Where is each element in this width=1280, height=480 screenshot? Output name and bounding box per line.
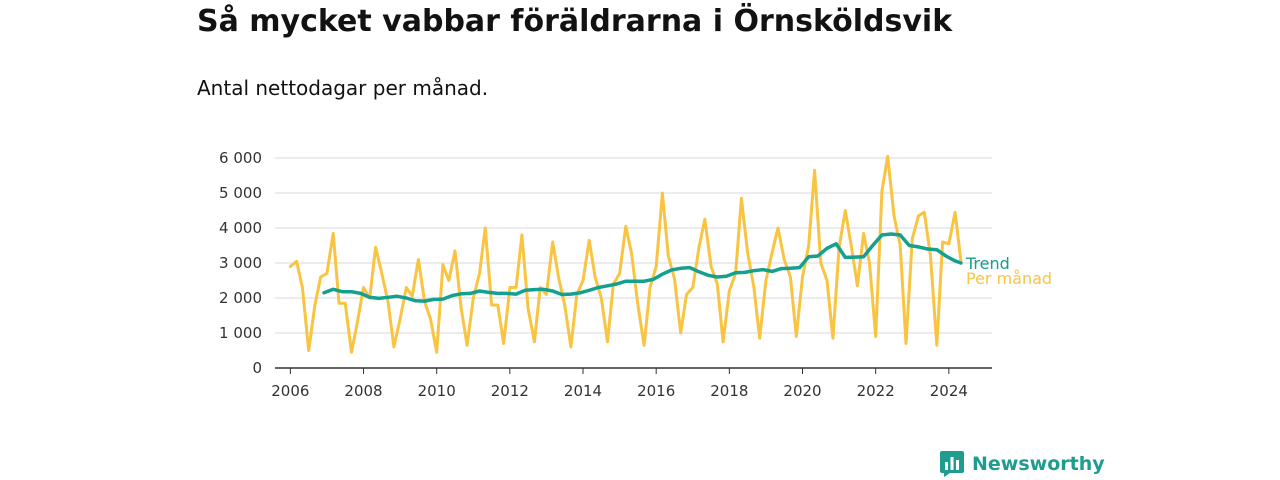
y-tick-label: 2 000 (219, 289, 262, 307)
newsworthy-logo-icon (940, 451, 964, 477)
series-lines (288, 154, 963, 354)
y-tick-label: 6 000 (219, 149, 262, 167)
y-tick-label: 0 (252, 359, 262, 377)
x-tick-label: 2020 (783, 382, 821, 400)
x-tick-label: 2008 (344, 382, 382, 400)
x-tick-label: 2010 (418, 382, 456, 400)
y-tick-label: 4 000 (219, 219, 262, 237)
x-axis: 2006 2008 2010 2012 2014 2016 2018 2020 2022 2024 (271, 367, 992, 400)
trend-label: Trend (965, 254, 1010, 273)
x-tick-label: 2012 (491, 382, 529, 400)
x-tick-label: 2006 (271, 382, 309, 400)
y-tick-label: 1 000 (219, 324, 262, 342)
chart-title: Så mycket vabbar föräldrarna i Örnskölds… (197, 4, 953, 39)
x-tick-label: 2018 (710, 382, 748, 400)
x-tick-label: 2024 (930, 382, 968, 400)
chart-subtitle: Antal nettodagar per månad. (197, 76, 489, 100)
y-axis-ticks: 0 1 000 2 000 3 000 4 000 5 000 6 000 (219, 149, 262, 377)
x-tick-label: 2016 (637, 382, 675, 400)
brand-logo[interactable]: Newsworthy (940, 450, 1105, 478)
trend-line (322, 232, 963, 303)
y-tick-label: 5 000 (219, 184, 262, 202)
x-tick-label: 2014 (564, 382, 602, 400)
monthly-line (288, 154, 963, 354)
monthly-label: Per månad (966, 269, 1052, 288)
brand-name: Newsworthy (972, 453, 1105, 475)
x-tick-label: 2022 (857, 382, 895, 400)
y-tick-label: 3 000 (219, 254, 262, 272)
